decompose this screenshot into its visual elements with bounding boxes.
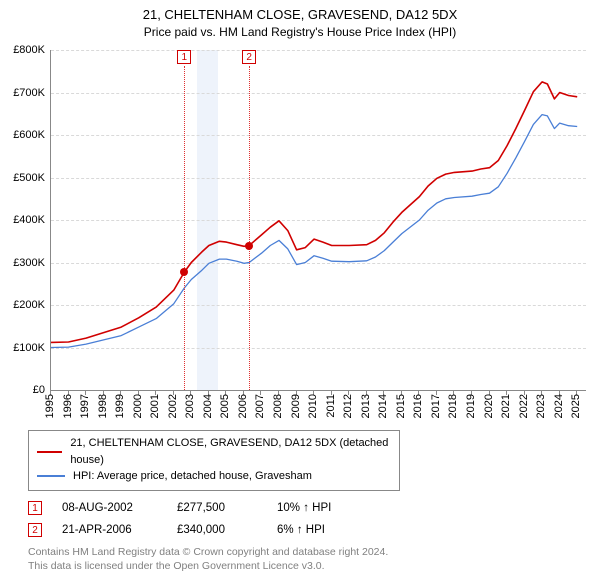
x-axis-label: 2013 bbox=[360, 394, 372, 418]
event-row: 1 08-AUG-2002 £277,500 10% ↑ HPI bbox=[28, 501, 584, 515]
event-date: 21-APR-2006 bbox=[62, 524, 157, 536]
x-axis-label: 2006 bbox=[237, 394, 249, 418]
legend-label: 21, CHELTENHAM CLOSE, GRAVESEND, DA12 5D… bbox=[70, 435, 391, 468]
x-axis-label: 2016 bbox=[412, 394, 424, 418]
chart-title-address: 21, CHELTENHAM CLOSE, GRAVESEND, DA12 5D… bbox=[0, 6, 600, 24]
x-axis-label: 2018 bbox=[447, 394, 459, 418]
legend-label: HPI: Average price, detached house, Grav… bbox=[73, 468, 312, 485]
legend-row: 21, CHELTENHAM CLOSE, GRAVESEND, DA12 5D… bbox=[37, 435, 391, 468]
event-row: 2 21-APR-2006 £340,000 6% ↑ HPI bbox=[28, 523, 584, 537]
x-axis-label: 2024 bbox=[553, 394, 565, 418]
legend-swatch bbox=[37, 451, 62, 453]
x-axis-label: 2005 bbox=[219, 394, 231, 418]
y-axis-label: £600K bbox=[1, 129, 45, 141]
footer-copyright: Contains HM Land Registry data © Crown c… bbox=[28, 545, 584, 559]
x-axis-label: 2010 bbox=[307, 394, 319, 418]
x-axis-label: 2014 bbox=[377, 394, 389, 418]
event-number-box: 2 bbox=[28, 523, 42, 537]
event-dot bbox=[180, 268, 188, 276]
series-hpi bbox=[51, 115, 577, 348]
x-axis-label: 2019 bbox=[465, 394, 477, 418]
x-axis-label: 1999 bbox=[114, 394, 126, 418]
event-date: 08-AUG-2002 bbox=[62, 502, 157, 514]
event-pct: 10% ↑ HPI bbox=[277, 502, 367, 514]
y-axis-label: £300K bbox=[1, 257, 45, 269]
x-axis-label: 2021 bbox=[500, 394, 512, 418]
x-axis-label: 2023 bbox=[535, 394, 547, 418]
x-axis-label: 1997 bbox=[79, 394, 91, 418]
event-vline bbox=[184, 66, 185, 390]
x-axis-label: 2020 bbox=[483, 394, 495, 418]
x-axis-label: 1998 bbox=[97, 394, 109, 418]
chart: 12 £0£100K£200K£300K£400K£500K£600K£700K… bbox=[50, 50, 585, 390]
event-price: £340,000 bbox=[177, 524, 257, 536]
x-axis-label: 2012 bbox=[342, 394, 354, 418]
x-axis-label: 2003 bbox=[184, 394, 196, 418]
x-axis-label: 2000 bbox=[132, 394, 144, 418]
y-axis-label: £400K bbox=[1, 214, 45, 226]
event-number-box: 1 bbox=[28, 501, 42, 515]
event-vline bbox=[249, 66, 250, 390]
footer-licence: This data is licensed under the Open Gov… bbox=[28, 559, 584, 573]
sale-events: 1 08-AUG-2002 £277,500 10% ↑ HPI 2 21-APR-200… bbox=[28, 501, 584, 537]
x-axis-label: 2002 bbox=[167, 394, 179, 418]
legend-swatch bbox=[37, 475, 65, 477]
x-axis-label: 2015 bbox=[395, 394, 407, 418]
event-dot bbox=[245, 242, 253, 250]
chart-lines bbox=[51, 50, 586, 390]
y-axis-label: £200K bbox=[1, 299, 45, 311]
x-axis-label: 2004 bbox=[202, 394, 214, 418]
event-marker: 1 bbox=[177, 50, 191, 64]
x-axis-label: 1995 bbox=[44, 394, 56, 418]
y-axis-label: £500K bbox=[1, 172, 45, 184]
legend-row: HPI: Average price, detached house, Grav… bbox=[37, 468, 391, 485]
plot-area: 12 bbox=[50, 50, 586, 391]
chart-title-subtitle: Price paid vs. HM Land Registry's House … bbox=[0, 24, 600, 40]
series-price_paid bbox=[51, 82, 577, 343]
x-axis-label: 2008 bbox=[272, 394, 284, 418]
y-axis-label: £0 bbox=[1, 384, 45, 396]
x-axis-label: 2009 bbox=[290, 394, 302, 418]
x-axis-label: 2001 bbox=[149, 394, 161, 418]
event-marker: 2 bbox=[242, 50, 256, 64]
y-axis-label: £800K bbox=[1, 44, 45, 56]
x-axis-label: 2007 bbox=[254, 394, 266, 418]
x-axis-label: 2022 bbox=[518, 394, 530, 418]
legend: 21, CHELTENHAM CLOSE, GRAVESEND, DA12 5D… bbox=[28, 430, 400, 491]
x-axis-label: 2025 bbox=[570, 394, 582, 418]
x-axis-label: 2017 bbox=[430, 394, 442, 418]
event-price: £277,500 bbox=[177, 502, 257, 514]
x-axis-label: 2011 bbox=[325, 394, 337, 418]
event-pct: 6% ↑ HPI bbox=[277, 524, 367, 536]
x-axis-label: 1996 bbox=[62, 394, 74, 418]
y-axis-label: £100K bbox=[1, 342, 45, 354]
y-axis-label: £700K bbox=[1, 87, 45, 99]
